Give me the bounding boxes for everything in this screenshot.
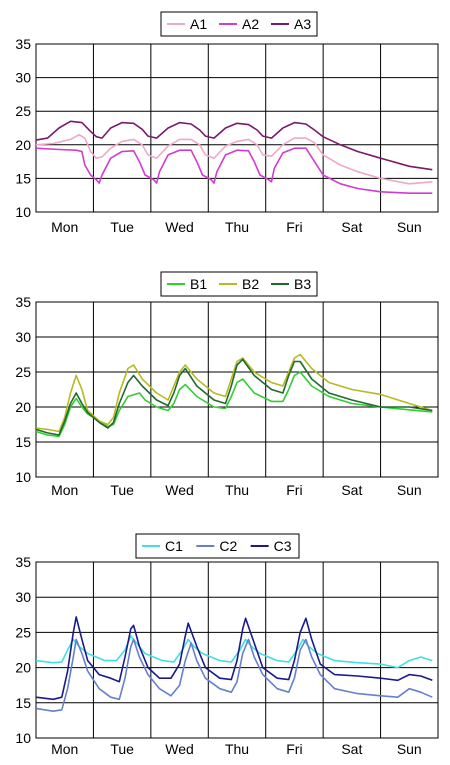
chart-1: 10 15 20 25 30 35 Mon Tue Wed Thu Fri Sat Sun A1 A2 A3 <box>15 11 439 235</box>
legend-label: B1 <box>190 276 207 292</box>
y-tick-label: 20 <box>15 137 31 153</box>
y-tick-label: 35 <box>15 554 31 570</box>
legend: A1 A2 A3 <box>160 11 318 37</box>
legend-label: C3 <box>274 538 292 554</box>
chart-2: 10 15 20 25 30 35 Mon Tue Wed Thu Fri Sat Sun B1 B2 B3 <box>15 271 439 498</box>
series-line-A1 <box>35 133 433 185</box>
legend-box <box>135 533 300 559</box>
x-tick-label: Sat <box>341 482 362 498</box>
x-tick-label: Sun <box>397 741 422 757</box>
legend-label: B3 <box>294 276 311 292</box>
x-tick-label: Sun <box>397 219 422 235</box>
legend-label: A2 <box>242 16 259 32</box>
x-tick-label: Thu <box>225 219 249 235</box>
y-tick-label: 30 <box>15 70 31 86</box>
legend: B1 B2 B3 <box>160 271 318 297</box>
x-tick-label: Fri <box>286 219 302 235</box>
legend-label: A1 <box>190 16 207 32</box>
x-tick-label: Sat <box>341 219 362 235</box>
y-tick-label: 15 <box>15 434 31 450</box>
y-tick-label: 20 <box>15 660 31 676</box>
y-tick-label: 25 <box>15 624 31 640</box>
y-tick-label: 35 <box>15 294 31 310</box>
legend: C1 C2 C3 <box>135 533 300 559</box>
series-line-A2 <box>35 147 433 194</box>
legend-label: C1 <box>165 538 183 554</box>
x-tick-label: Sat <box>341 741 362 757</box>
x-tick-label: Thu <box>225 741 249 757</box>
y-tick-label: 30 <box>15 589 31 605</box>
legend-label: A3 <box>294 16 311 32</box>
x-tick-label: Wed <box>165 219 194 235</box>
legend-box <box>160 11 318 37</box>
plot-area <box>35 43 439 213</box>
series-line-B2 <box>35 353 433 433</box>
x-tick-label: Tue <box>110 482 134 498</box>
series-line-A3 <box>35 120 433 171</box>
y-tick-label: 15 <box>15 170 31 186</box>
x-tick-label: Fri <box>286 741 302 757</box>
x-tick-label: Tue <box>110 741 134 757</box>
series-line-C1 <box>35 635 433 669</box>
plot-area <box>35 561 439 739</box>
legend-box <box>160 271 318 297</box>
y-tick-label: 30 <box>15 329 31 345</box>
y-tick-label: 10 <box>15 469 31 485</box>
x-tick-label: Fri <box>286 482 302 498</box>
legend-label: B2 <box>242 276 259 292</box>
y-tick-label: 15 <box>15 695 31 711</box>
x-tick-label: Tue <box>110 219 134 235</box>
series-line-C3 <box>35 616 433 701</box>
x-tick-label: Mon <box>51 741 78 757</box>
x-tick-label: Wed <box>165 482 194 498</box>
x-tick-label: Mon <box>51 219 78 235</box>
series-line-B3 <box>35 358 433 436</box>
series-line-B1 <box>35 371 433 438</box>
x-tick-label: Mon <box>51 482 78 498</box>
y-tick-label: 10 <box>15 204 31 220</box>
y-tick-label: 25 <box>15 364 31 380</box>
y-tick-label: 25 <box>15 103 31 119</box>
y-tick-label: 10 <box>15 730 31 746</box>
x-tick-label: Wed <box>165 741 194 757</box>
chart-3: 10 15 20 25 30 35 Mon Tue Wed Thu Fri Sat Sun C1 C2 C3 <box>15 533 439 757</box>
legend-label: C2 <box>219 538 237 554</box>
series-line-C2 <box>35 638 433 713</box>
plot-area <box>35 301 439 478</box>
x-tick-label: Sun <box>397 482 422 498</box>
y-tick-label: 35 <box>15 36 31 52</box>
y-tick-label: 20 <box>15 399 31 415</box>
x-tick-label: Thu <box>225 482 249 498</box>
